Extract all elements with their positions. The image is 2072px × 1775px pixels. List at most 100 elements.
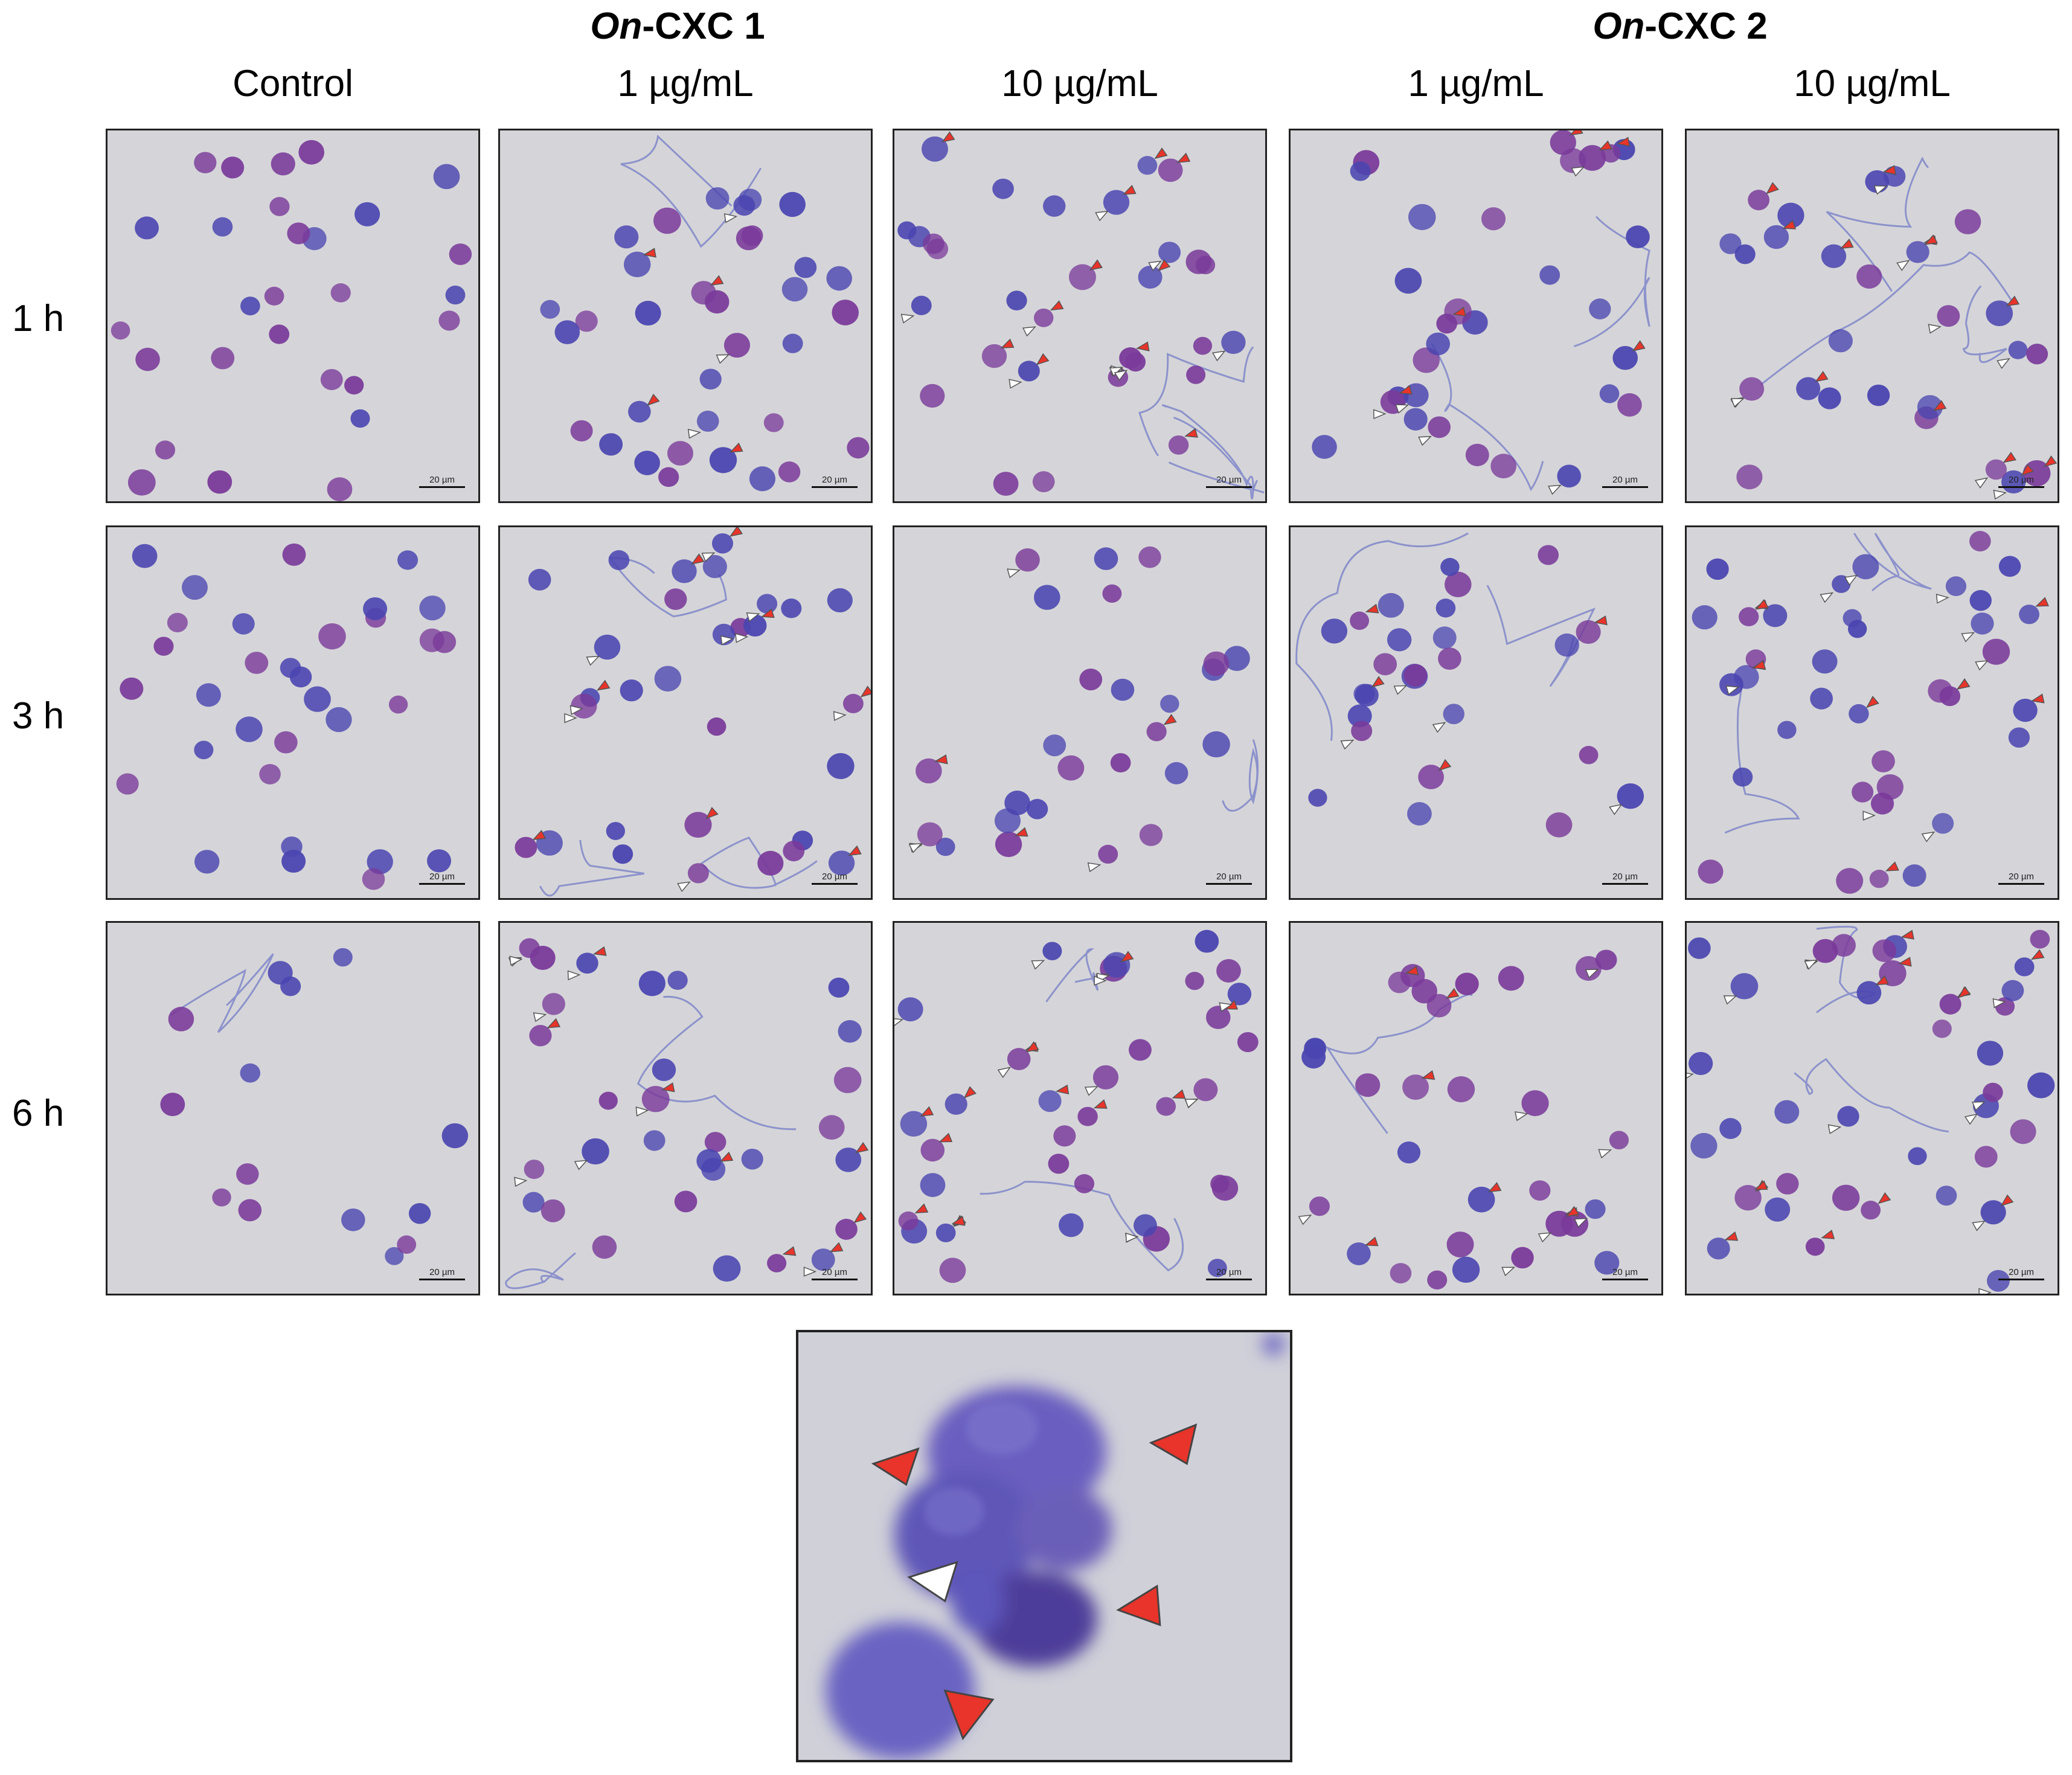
scale-bar-label: 20 µm bbox=[2009, 1267, 2034, 1277]
cell-nucleus bbox=[388, 695, 408, 714]
cell-nucleus bbox=[1870, 792, 1894, 815]
micrograph-image bbox=[894, 923, 1265, 1294]
red-arrowhead bbox=[1924, 234, 1938, 245]
cell-nucleus bbox=[920, 384, 945, 408]
cell-nucleus bbox=[2008, 341, 2028, 359]
cell-nucleus bbox=[1129, 1039, 1152, 1061]
cell-nucleus bbox=[2019, 605, 2039, 624]
scale-bar-label: 20 µm bbox=[822, 475, 847, 485]
scale-bar-label: 20 µm bbox=[1216, 475, 1242, 485]
scale-bar-line bbox=[1998, 486, 2044, 488]
cell-nucleus bbox=[704, 1132, 726, 1152]
slide-background bbox=[107, 130, 478, 501]
scale-bar-line bbox=[812, 883, 858, 885]
net-fiber bbox=[637, 995, 797, 1131]
scale-bar: 20 µm bbox=[1206, 1268, 1252, 1280]
cell-nucleus bbox=[259, 763, 281, 785]
cell-nucleus bbox=[240, 297, 260, 316]
micrograph-image bbox=[894, 130, 1265, 501]
cell-nucleus bbox=[643, 1130, 666, 1151]
white-arrowhead bbox=[908, 843, 923, 853]
white-arrowhead bbox=[1373, 409, 1387, 420]
slide-background bbox=[894, 527, 1265, 898]
cell-nucleus bbox=[1426, 993, 1452, 1018]
cell-nucleus bbox=[1193, 1078, 1218, 1102]
micrograph-panel: 20 µm bbox=[498, 525, 873, 900]
group-title-italic: On bbox=[590, 5, 643, 47]
cell-nucleus bbox=[1042, 195, 1066, 217]
cell-nucleus bbox=[1777, 721, 1797, 739]
scale-bar-label: 20 µm bbox=[429, 871, 455, 882]
cell-nucleus bbox=[330, 283, 351, 303]
white-arrowhead bbox=[564, 713, 577, 724]
cell-nucleus bbox=[1490, 454, 1517, 479]
col-label-cxc1-low: 1 µg/mL bbox=[617, 63, 754, 104]
net-fiber bbox=[1724, 678, 1800, 834]
cell-nucleus bbox=[1138, 265, 1163, 289]
cell-nucleus bbox=[1351, 721, 1373, 742]
cell-nucleus bbox=[1207, 1259, 1227, 1277]
cell-nucleus bbox=[236, 716, 263, 742]
cell-nucleus bbox=[1945, 576, 1967, 596]
white-arrowhead bbox=[1936, 594, 1949, 604]
cell-nucleus bbox=[1969, 531, 1991, 552]
white-arrowhead bbox=[894, 1018, 904, 1026]
cell-nucleus bbox=[1828, 329, 1853, 353]
cell-nucleus bbox=[1309, 1196, 1330, 1216]
white-arrowhead bbox=[1873, 185, 1888, 195]
cell-nucleus bbox=[554, 320, 580, 344]
white-arrowhead bbox=[1031, 960, 1045, 970]
cell-nucleus bbox=[1579, 746, 1599, 765]
slide-background bbox=[107, 527, 478, 898]
cell-nucleus bbox=[441, 1123, 469, 1149]
cell-nucleus bbox=[221, 156, 245, 179]
micrograph-image bbox=[1291, 130, 1661, 501]
cell-nucleus bbox=[664, 588, 687, 610]
micrograph-panel: 20 µm bbox=[893, 129, 1267, 503]
cell-nucleus bbox=[1347, 704, 1372, 728]
cell-nucleus bbox=[992, 178, 1014, 199]
cell-nucleus bbox=[127, 469, 156, 496]
cell-nucleus bbox=[926, 239, 949, 260]
cell-nucleus bbox=[1077, 1106, 1098, 1126]
inset-red-arrow bbox=[943, 1689, 995, 1741]
red-arrowhead bbox=[1176, 152, 1191, 163]
red-arrowhead bbox=[729, 527, 743, 537]
cell-nucleus bbox=[274, 731, 298, 754]
cell-nucleus bbox=[264, 286, 284, 306]
white-arrowhead bbox=[1725, 685, 1740, 696]
red-arrowhead bbox=[1172, 1089, 1186, 1099]
cell-nucleus bbox=[1719, 673, 1743, 696]
cell-nucleus bbox=[341, 1208, 365, 1231]
cell-nucleus bbox=[529, 1025, 552, 1047]
cell-nucleus bbox=[1538, 545, 1559, 565]
cell-nucleus bbox=[2001, 980, 2024, 1001]
cell-nucleus bbox=[298, 140, 324, 165]
cell-nucleus bbox=[1498, 966, 1524, 991]
cell-nucleus bbox=[1861, 1201, 1881, 1220]
cell-nucleus bbox=[367, 849, 393, 875]
cell-nucleus bbox=[427, 849, 452, 873]
cell-nucleus bbox=[397, 1235, 417, 1254]
scale-bar-label: 20 µm bbox=[1216, 871, 1242, 882]
cell-nucleus bbox=[1038, 1090, 1062, 1112]
cell-nucleus bbox=[385, 1247, 404, 1265]
cell-nucleus bbox=[1837, 1106, 1859, 1127]
white-arrowhead bbox=[900, 313, 915, 324]
cell-nucleus bbox=[1455, 972, 1479, 995]
cell-nucleus bbox=[599, 433, 623, 456]
cell-nucleus bbox=[1971, 612, 1994, 635]
cell-nucleus bbox=[2022, 460, 2051, 487]
red-arrowhead bbox=[2030, 693, 2045, 704]
cell-nucleus bbox=[782, 333, 803, 353]
cell-nucleus bbox=[1869, 870, 1889, 888]
red-arrowhead bbox=[951, 1216, 966, 1226]
cell-nucleus bbox=[1079, 669, 1103, 691]
cell-nucleus bbox=[1821, 244, 1847, 268]
scale-bar-line bbox=[1602, 486, 1648, 488]
cell-nucleus bbox=[530, 946, 556, 971]
cell-nucleus bbox=[1211, 1175, 1239, 1201]
cell-nucleus bbox=[362, 868, 385, 890]
scale-bar-line bbox=[1602, 1279, 1648, 1280]
cell-nucleus bbox=[783, 840, 805, 862]
